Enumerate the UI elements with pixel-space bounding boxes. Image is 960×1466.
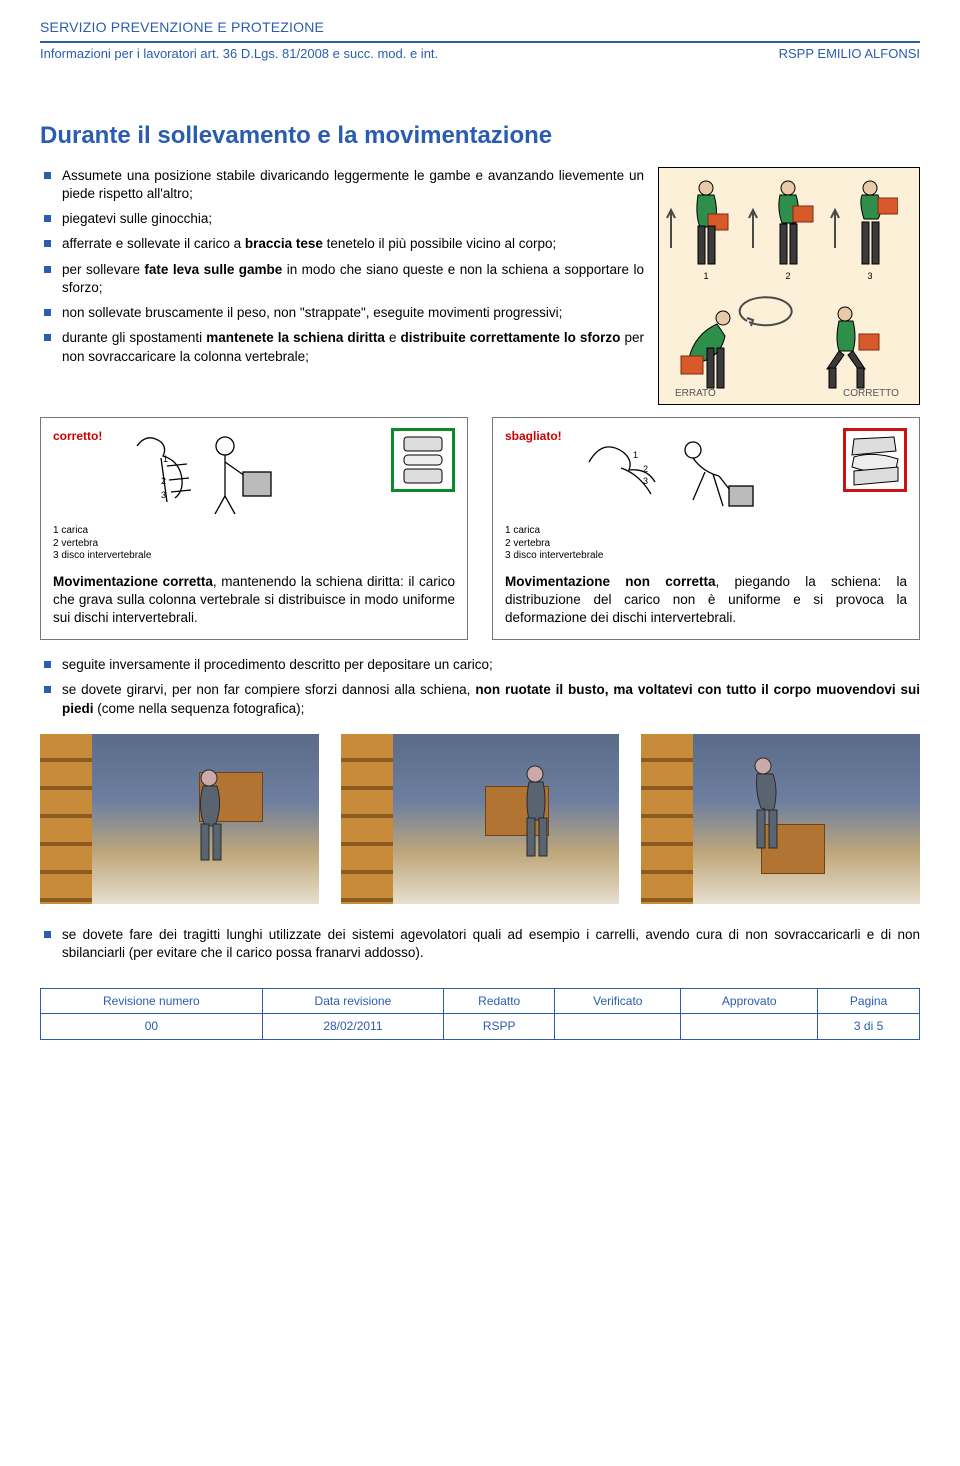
footer-cell: 3 di 5: [818, 1014, 920, 1039]
photo-sequence: [40, 734, 920, 904]
wrong-tag: sbagliato!: [505, 428, 563, 444]
posture-wrong-panel: sbagliato! 1 2 3: [492, 417, 920, 640]
footer-cell: 28/02/2011: [262, 1014, 443, 1039]
bullet-item: seguite inversamente il procedimento des…: [40, 656, 920, 674]
bullet-list-top: Assumete una posizione stabile divarican…: [40, 167, 644, 366]
footer-cell: RSPP: [444, 1014, 555, 1039]
header-service: SERVIZIO PREVENZIONE E PROTEZIONE: [40, 18, 920, 39]
footer-header-cell: Pagina: [818, 989, 920, 1014]
bullet-list-bottom: se dovete fare dei tragitti lunghi utili…: [40, 926, 920, 962]
disc-wrong-thumb: [843, 428, 907, 492]
bullet-list-mid: seguite inversamente il procedimento des…: [40, 656, 920, 718]
svg-text:3: 3: [643, 476, 648, 486]
svg-text:1: 1: [633, 450, 638, 460]
bullet-item: piegatevi sulle ginocchia;: [40, 210, 644, 228]
caption-wrong: 1 carica 2 vertebra 3 disco intervertebr…: [505, 525, 907, 563]
svg-text:2: 2: [161, 476, 166, 486]
bullet-item: se dovete fare dei tragitti lunghi utili…: [40, 926, 920, 962]
footer-header-cell: Redatto: [444, 989, 555, 1014]
footer-header-cell: Revisione numero: [41, 989, 263, 1014]
svg-text:CORRETTO: CORRETTO: [843, 388, 899, 399]
disc-correct-thumb: [391, 428, 455, 492]
bullet-item: durante gli spostamenti mantenete la sch…: [40, 329, 644, 365]
bullet-item: per sollevare fate leva sulle gambe in m…: [40, 261, 644, 297]
svg-text:1: 1: [163, 454, 168, 464]
header-rule: [40, 41, 920, 43]
correct-tag: corretto!: [53, 428, 107, 444]
desc-wrong: Movimentazione non corretta, piegando la…: [505, 573, 907, 628]
bullet-item: Assumete una posizione stabile divarican…: [40, 167, 644, 203]
footer-header-cell: Verificato: [555, 989, 681, 1014]
caption-correct: 1 carica 2 vertebra 3 disco intervertebr…: [53, 525, 455, 563]
svg-text:3: 3: [161, 490, 166, 500]
bullet-item: non sollevate bruscamente il peso, non "…: [40, 304, 644, 322]
footer-cell: [555, 1014, 681, 1039]
posture-correct-panel: corretto! 1 2 3: [40, 417, 468, 640]
header-info-left: Informazioni per i lavoratori art. 36 D.…: [40, 45, 438, 63]
spine-wrong-illustration: 1 2 3: [573, 428, 783, 516]
footer-header-cell: Data revisione: [262, 989, 443, 1014]
footer-header-cell: Approvato: [681, 989, 818, 1014]
photo-2: [341, 734, 620, 904]
bullet-item: se dovete girarvi, per non far compiere …: [40, 681, 920, 717]
bullet-item: afferrate e sollevate il carico a bracci…: [40, 235, 644, 253]
desc-correct: Movimentazione corretta, mantenendo la s…: [53, 573, 455, 628]
header-info-right: RSPP EMILIO ALFONSI: [779, 45, 920, 63]
svg-text:ERRATO: ERRATO: [675, 388, 716, 399]
photo-1: [40, 734, 319, 904]
spine-correct-illustration: 1 2 3: [117, 428, 327, 516]
photo-3: [641, 734, 920, 904]
footer-table: Revisione numeroData revisioneRedattoVer…: [40, 988, 920, 1039]
footer-cell: [681, 1014, 818, 1039]
lifting-diagram: 1 2 3: [658, 167, 920, 405]
svg-text:2: 2: [643, 464, 648, 474]
footer-cell: 00: [41, 1014, 263, 1039]
page-title: Durante il sollevamento e la movimentazi…: [40, 120, 920, 152]
